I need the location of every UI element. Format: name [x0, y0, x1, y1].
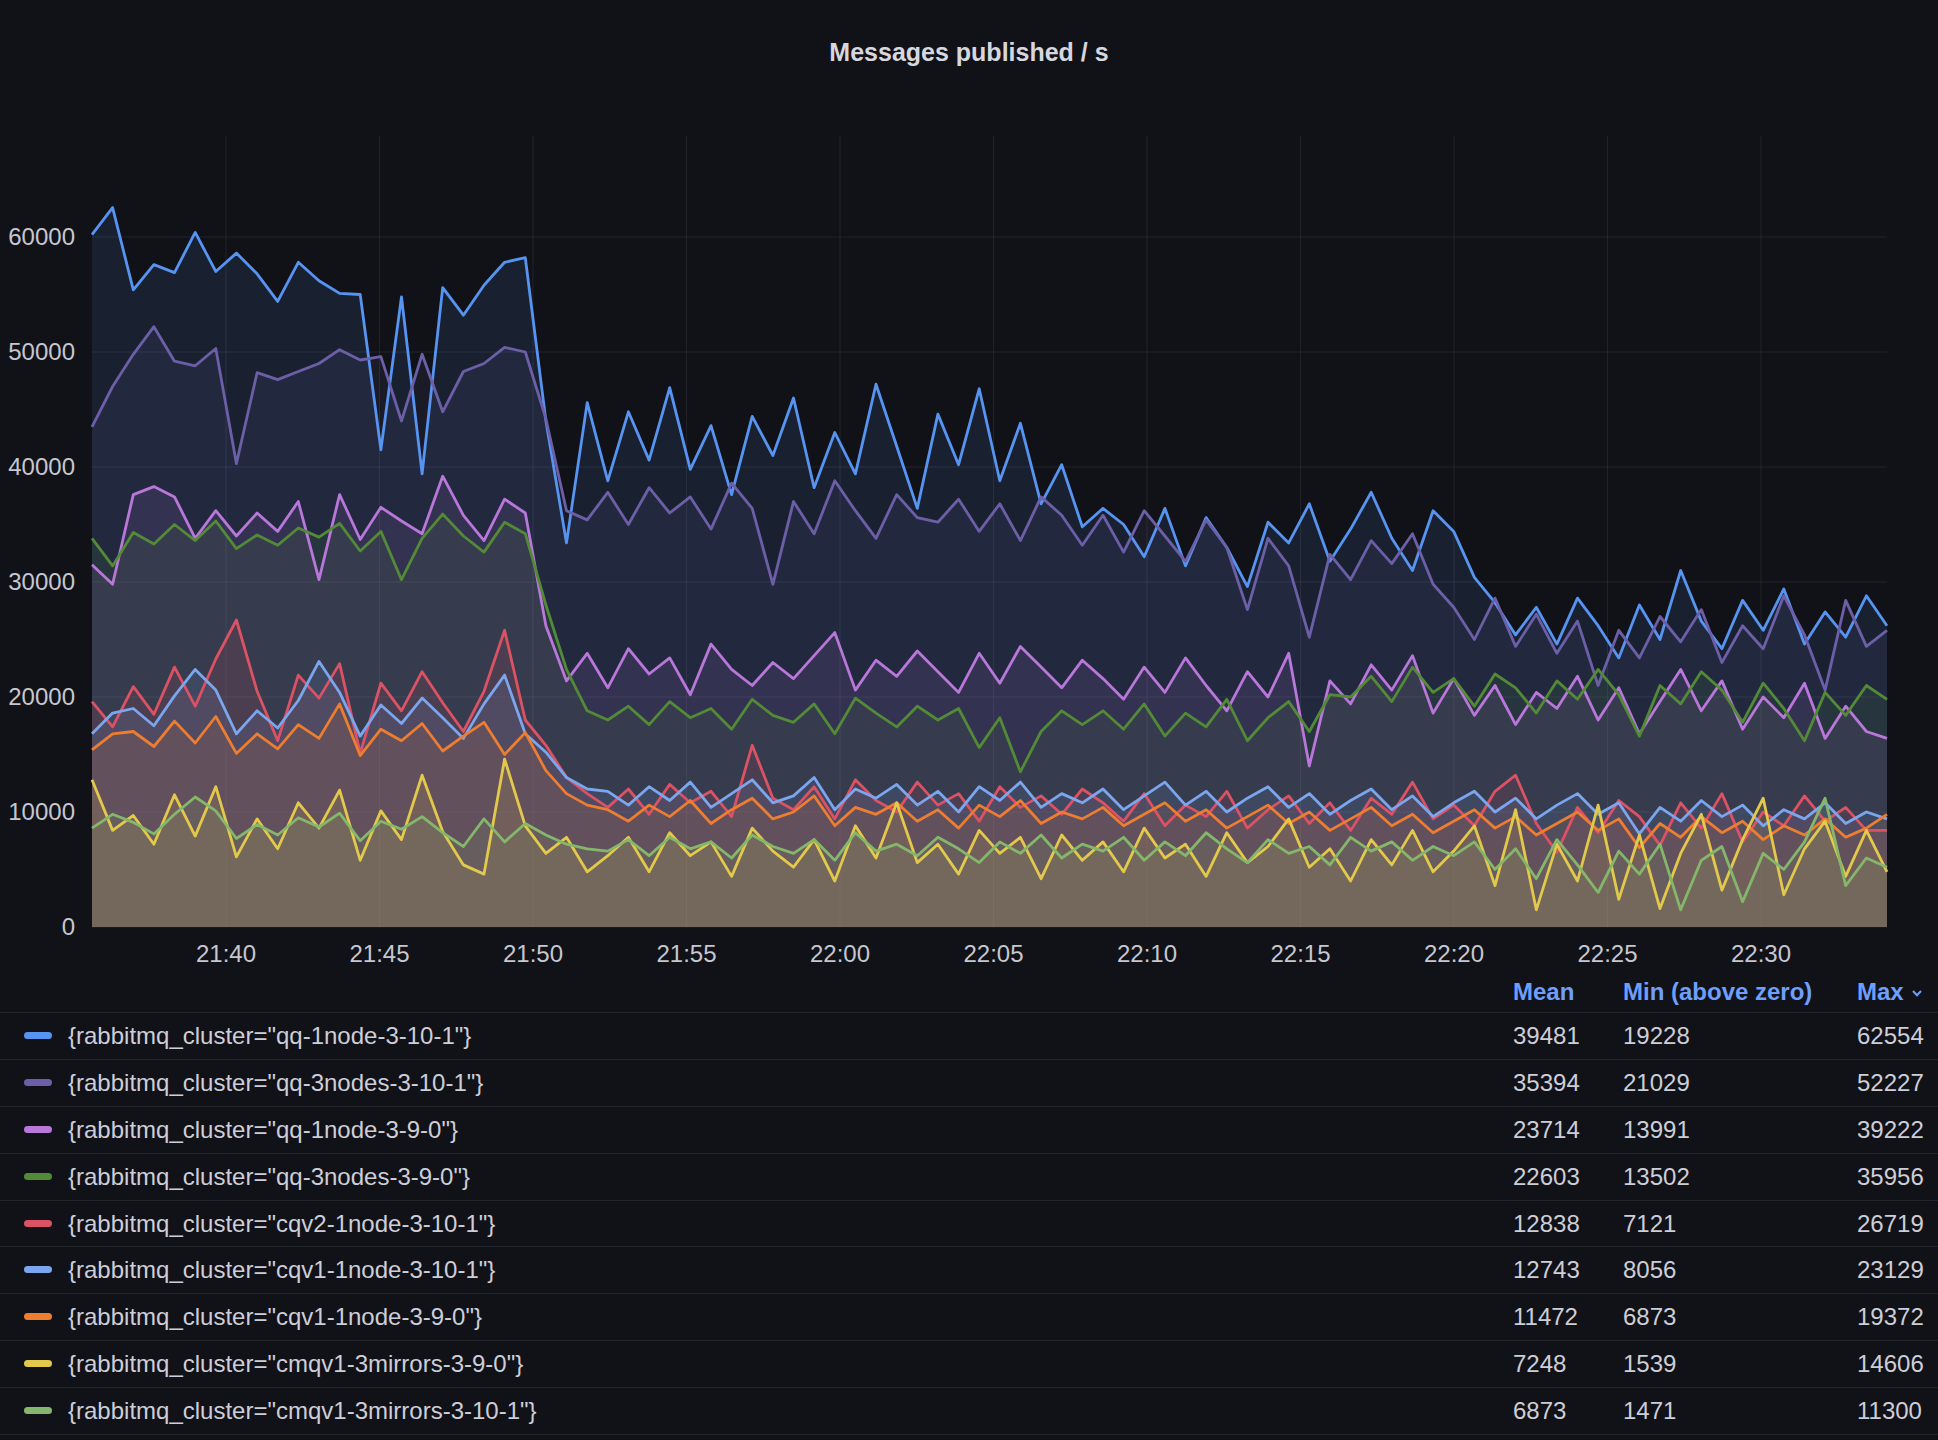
series-label[interactable]: {rabbitmq_cluster="cqv1-1node-3-10-1"}	[68, 1247, 495, 1292]
y-axis-label: 50000	[8, 338, 75, 365]
series-min-value: 13502	[1623, 1154, 1690, 1199]
y-axis-label: 10000	[8, 798, 75, 825]
legend-header-min[interactable]: Min (above zero)	[1623, 978, 1812, 1006]
x-axis-label: 22:15	[1270, 940, 1330, 967]
series-label[interactable]: {rabbitmq_cluster="cqv2-1node-3-10-1"}	[68, 1201, 495, 1246]
y-axis-label: 40000	[8, 453, 75, 480]
x-axis-label: 21:55	[656, 940, 716, 967]
series-label[interactable]: {rabbitmq_cluster="qq-1node-3-9-0"}	[68, 1107, 458, 1152]
series-mean-value: 39481	[1513, 1013, 1580, 1058]
series-color-swatch[interactable]	[24, 1032, 52, 1039]
x-axis-label: 22:20	[1424, 940, 1484, 967]
series-max-value: 23129	[1857, 1247, 1924, 1292]
series-mean-value: 12743	[1513, 1247, 1580, 1292]
legend-header-mean[interactable]: Mean	[1513, 978, 1574, 1006]
y-axis-label: 30000	[8, 568, 75, 595]
legend-row[interactable]: {rabbitmq_cluster="cqv2-1node-3-10-1"} 12…	[0, 1201, 1938, 1248]
series-max-value: 19372	[1857, 1294, 1924, 1339]
series-color-swatch[interactable]	[24, 1407, 52, 1414]
x-axis-label: 22:00	[810, 940, 870, 967]
series-mean-value: 22603	[1513, 1154, 1580, 1199]
series-color-swatch[interactable]	[24, 1313, 52, 1320]
series-mean-value: 12838	[1513, 1201, 1580, 1246]
y-axis-label: 0	[62, 913, 75, 940]
series-label[interactable]: {rabbitmq_cluster="qq-3nodes-3-9-0"}	[68, 1154, 470, 1199]
series-min-value: 13991	[1623, 1107, 1690, 1152]
series-mean-value: 7248	[1513, 1341, 1566, 1386]
legend-table: Mean Min (above zero) Max {rabbitmq_clus…	[0, 968, 1938, 1440]
series-min-value: 21029	[1623, 1060, 1690, 1105]
legend-row[interactable]: {rabbitmq_cluster="cmqv1-3mirrors-3-9-0"…	[0, 1341, 1938, 1388]
series-min-value: 7121	[1623, 1201, 1676, 1246]
grafana-panel: Messages published / s 01000020000300004…	[0, 0, 1938, 1440]
series-color-swatch[interactable]	[24, 1126, 52, 1133]
series-label[interactable]: {rabbitmq_cluster="cmqv1-3mirrors-3-9-0"…	[68, 1341, 523, 1386]
y-axis-label: 60000	[8, 223, 75, 250]
series-color-swatch[interactable]	[24, 1079, 52, 1086]
series-min-value: 19228	[1623, 1013, 1690, 1058]
series-label[interactable]: {rabbitmq_cluster="qq-3nodes-3-10-1"}	[68, 1060, 483, 1105]
series-label[interactable]: {rabbitmq_cluster="cmqv1-3mirrors-3-10-1…	[68, 1388, 537, 1433]
series-max-value: 35956	[1857, 1154, 1924, 1199]
series-color-swatch[interactable]	[24, 1173, 52, 1180]
series-max-value: 39222	[1857, 1107, 1924, 1152]
legend-header-max[interactable]: Max	[1857, 978, 1924, 1006]
y-axis-label: 20000	[8, 683, 75, 710]
sort-desc-icon	[1910, 986, 1924, 1000]
x-axis-label: 22:25	[1577, 940, 1637, 967]
x-axis-label: 21:50	[503, 940, 563, 967]
x-axis-label: 22:10	[1117, 940, 1177, 967]
x-axis-label: 21:40	[196, 940, 256, 967]
series-mean-value: 23714	[1513, 1107, 1580, 1152]
legend-row[interactable]: {rabbitmq_cluster="cqv1-1node-3-9-0"} 114…	[0, 1294, 1938, 1341]
series-max-value: 11300	[1857, 1388, 1922, 1433]
series-mean-value: 35394	[1513, 1060, 1580, 1105]
legend-row[interactable]: {rabbitmq_cluster="qq-1node-3-10-1"} 3948…	[0, 1013, 1938, 1060]
legend-row[interactable]: {rabbitmq_cluster="cqv1-1node-3-10-1"} 12…	[0, 1247, 1938, 1294]
legend-row[interactable]: {rabbitmq_cluster="qq-1node-3-9-0"} 23714…	[0, 1107, 1938, 1154]
series-max-value: 14606	[1857, 1341, 1924, 1386]
series-label[interactable]: {rabbitmq_cluster="qq-1node-3-10-1"}	[68, 1013, 471, 1058]
legend-row[interactable]: {rabbitmq_cluster="cmqv1-3mirrors-3-10-1…	[0, 1388, 1938, 1435]
series-max-value: 62554	[1857, 1013, 1924, 1058]
series-color-swatch[interactable]	[24, 1220, 52, 1227]
series-min-value: 1539	[1623, 1341, 1676, 1386]
series-min-value: 8056	[1623, 1247, 1676, 1292]
series-color-swatch[interactable]	[24, 1266, 52, 1273]
series-label[interactable]: {rabbitmq_cluster="cqv1-1node-3-9-0"}	[68, 1294, 482, 1339]
series-max-value: 26719	[1857, 1201, 1924, 1246]
x-axis-label: 21:45	[349, 940, 409, 967]
series-min-value: 6873	[1623, 1294, 1676, 1339]
series-color-swatch[interactable]	[24, 1360, 52, 1367]
series-mean-value: 6873	[1513, 1388, 1566, 1433]
timeseries-chart[interactable]: 0 10000 20000 30000 40000 50000 60000 21:40 21:4…	[0, 0, 1938, 968]
legend-row[interactable]: {rabbitmq_cluster="qq-3nodes-3-9-0"} 2260…	[0, 1154, 1938, 1201]
legend-row[interactable]: {rabbitmq_cluster="qq-3nodes-3-10-1"} 353…	[0, 1060, 1938, 1107]
x-axis-label: 22:30	[1731, 940, 1791, 967]
series-min-value: 1471	[1623, 1388, 1676, 1433]
series-max-value: 52227	[1857, 1060, 1924, 1105]
series-mean-value: 11472	[1513, 1294, 1578, 1339]
x-axis-label: 22:05	[963, 940, 1023, 967]
